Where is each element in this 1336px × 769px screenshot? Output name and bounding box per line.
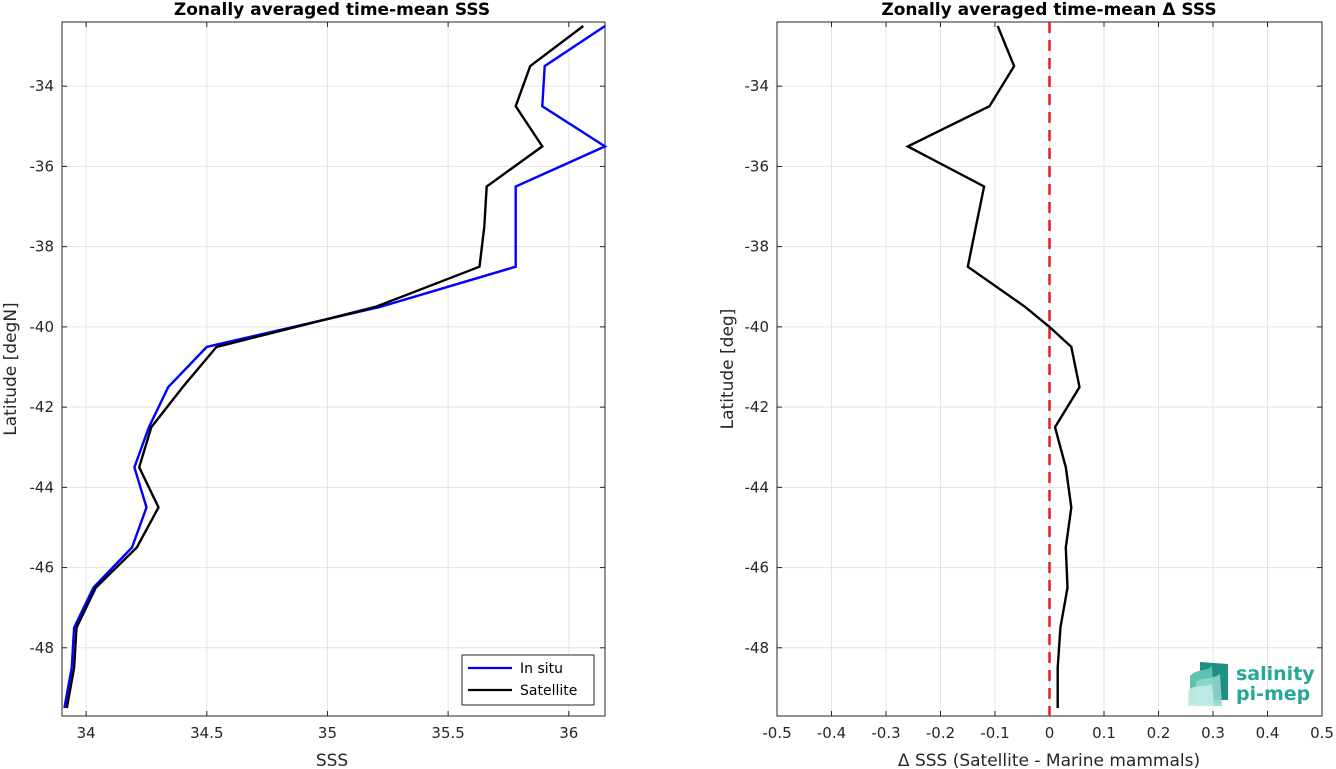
delta-sss-y-axis-label: Latitude [deg] bbox=[718, 309, 738, 430]
sss-legend: In situ Satellite bbox=[461, 654, 595, 706]
x-tick-label: 0.1 bbox=[1092, 724, 1116, 742]
x-tick-label: 36 bbox=[559, 724, 578, 742]
series-line-in-situ bbox=[63, 25, 608, 709]
x-tick-label: 35 bbox=[318, 724, 337, 742]
y-tick-label: -34 bbox=[30, 77, 55, 95]
sss-ticks: 34 34.5 35 35.5 36 -48 -46 -44 -42 -40 -38 -36 -34 bbox=[30, 22, 605, 742]
sss-series bbox=[63, 25, 608, 709]
x-tick-label: 35.5 bbox=[431, 724, 464, 742]
y-tick-label: -40 bbox=[30, 318, 55, 336]
legend-box bbox=[461, 654, 595, 706]
x-tick-label: 0 bbox=[1045, 724, 1055, 742]
y-tick-label: -42 bbox=[745, 398, 770, 416]
sss-y-axis-label: Latitude [degN] bbox=[1, 302, 21, 435]
sss-chart-title: Zonally averaged time-mean SSS bbox=[174, 0, 490, 20]
delta-sss-panel: Zonally averaged time-mean Δ SSS -0.5 -0.… bbox=[718, 0, 1334, 769]
x-tick-label: -0.1 bbox=[980, 724, 1009, 742]
logo-text-pi-mep: pi-mep bbox=[1236, 683, 1310, 705]
delta-sss-x-axis-label: Δ SSS (Satellite - Marine mammals) bbox=[898, 751, 1200, 769]
sss-axes-box bbox=[61, 21, 606, 717]
y-tick-label: -38 bbox=[745, 238, 770, 256]
x-tick-label: 34 bbox=[77, 724, 96, 742]
y-tick-label: -46 bbox=[30, 559, 55, 577]
y-tick-label: -48 bbox=[745, 639, 770, 657]
legend-label-satellite: Satellite bbox=[520, 683, 577, 699]
sss-x-axis-label: SSS bbox=[316, 751, 348, 769]
sss-grid bbox=[62, 22, 605, 716]
x-tick-label: -0.4 bbox=[817, 724, 846, 742]
y-tick-label: -42 bbox=[30, 398, 55, 416]
x-tick-label: -0.5 bbox=[762, 724, 791, 742]
y-tick-label: -36 bbox=[30, 157, 55, 175]
logo-wave-graphic bbox=[1188, 662, 1228, 706]
x-tick-label: 34.5 bbox=[190, 724, 223, 742]
x-tick-label: -0.3 bbox=[871, 724, 900, 742]
x-tick-label: 0.5 bbox=[1310, 724, 1334, 742]
y-tick-label: -34 bbox=[745, 77, 770, 95]
y-tick-label: -38 bbox=[30, 238, 55, 256]
legend-label-in-situ: In situ bbox=[520, 661, 563, 677]
x-tick-label: 0.4 bbox=[1256, 724, 1280, 742]
x-tick-label: -0.2 bbox=[926, 724, 955, 742]
x-tick-label: 0.3 bbox=[1201, 724, 1225, 742]
delta-sss-series bbox=[905, 22, 1081, 716]
y-tick-label: -46 bbox=[745, 559, 770, 577]
y-tick-label: -44 bbox=[745, 478, 770, 496]
delta-sss-chart-title: Zonally averaged time-mean Δ SSS bbox=[881, 0, 1216, 20]
x-tick-label: 0.2 bbox=[1147, 724, 1171, 742]
salinity-pi-mep-logo: salinity pi-mep bbox=[1188, 662, 1315, 706]
delta-sss-ticks: -0.5 -0.4 -0.3 -0.2 -0.1 0 0.1 0.2 0.3 0.4 0.5 -48 -… bbox=[745, 22, 1334, 742]
series-line-satellite bbox=[65, 25, 585, 709]
y-tick-label: -44 bbox=[30, 478, 55, 496]
y-tick-label: -40 bbox=[745, 318, 770, 336]
y-tick-label: -48 bbox=[30, 639, 55, 657]
sss-panel: Zonally averaged time-mean SSS 34 34.5 35 3… bbox=[1, 0, 608, 769]
y-tick-label: -36 bbox=[745, 157, 770, 175]
series-line-0 bbox=[905, 25, 1081, 708]
logo-text-salinity: salinity bbox=[1236, 663, 1315, 685]
